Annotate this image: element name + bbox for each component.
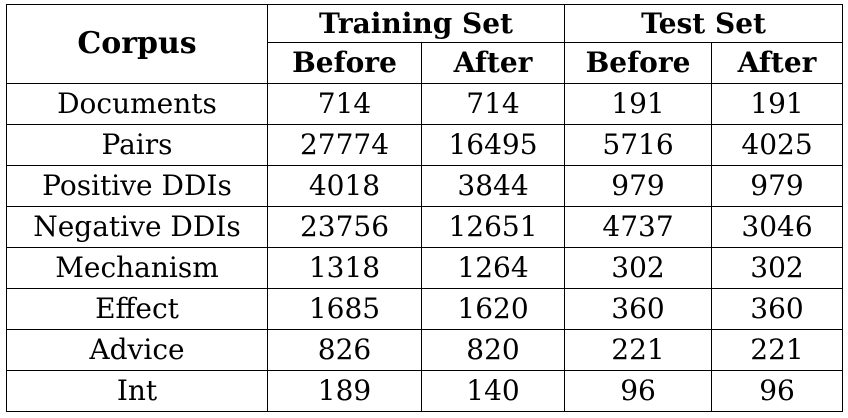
table-row: Int 189 140 96 96 [6, 370, 844, 412]
table-row: Advice 826 820 221 221 [6, 329, 844, 371]
cell-training-after: 12651 [420, 206, 566, 248]
cell-test-after: 4025 [711, 124, 844, 166]
cell-training-before: 4018 [267, 165, 422, 207]
table-row: Mechanism 1318 1264 302 302 [6, 247, 844, 289]
row-label-pairs: Pairs [6, 124, 268, 166]
cell-test-before: 4737 [564, 206, 713, 248]
cell-test-before: 5716 [564, 124, 713, 166]
cell-training-before: 1318 [267, 247, 422, 289]
cell-test-after: 360 [711, 288, 844, 330]
cell-test-after: 979 [711, 165, 844, 207]
table-row: Documents 714 714 191 191 [6, 83, 844, 125]
cell-test-after: 96 [711, 370, 844, 412]
cell-test-after: 191 [711, 83, 844, 125]
cell-test-before: 360 [564, 288, 713, 330]
cell-training-after: 16495 [420, 124, 566, 166]
test-after-header: After [711, 42, 844, 84]
cell-test-after: 3046 [711, 206, 844, 248]
cell-training-before: 1685 [267, 288, 422, 330]
cell-test-after: 302 [711, 247, 844, 289]
cell-test-before: 221 [564, 329, 713, 371]
cell-training-before: 714 [267, 83, 422, 125]
table-row: Effect 1685 1620 360 360 [6, 288, 844, 330]
row-label-effect: Effect [6, 288, 268, 330]
header-group-row: Corpus Training Set Test Set [6, 4, 844, 84]
cell-test-before: 302 [564, 247, 713, 289]
cell-training-after: 1264 [420, 247, 566, 289]
cell-training-after: 140 [420, 370, 566, 412]
test-set-header: Test Set [564, 4, 844, 43]
row-label-negative-ddis: Negative DDIs [6, 206, 268, 248]
table-row: Positive DDIs 4018 3844 979 979 [6, 165, 844, 207]
table-body: Documents 714 714 191 191 Pairs 27774 16… [6, 83, 844, 412]
training-before-header: Before [267, 42, 422, 84]
cell-training-after: 820 [420, 329, 566, 371]
row-label-advice: Advice [6, 329, 268, 371]
cell-test-after: 221 [711, 329, 844, 371]
test-before-header: Before [564, 42, 713, 84]
row-label-positive-ddis: Positive DDIs [6, 165, 268, 207]
cell-test-before: 979 [564, 165, 713, 207]
cell-training-before: 27774 [267, 124, 422, 166]
cell-test-before: 191 [564, 83, 713, 125]
row-label-mechanism: Mechanism [6, 247, 268, 289]
cell-training-after: 1620 [420, 288, 566, 330]
cell-training-before: 189 [267, 370, 422, 412]
row-label-documents: Documents [6, 83, 268, 125]
training-set-header: Training Set [266, 4, 566, 43]
cell-training-after: 3844 [420, 165, 566, 207]
ddi-corpus-table: Corpus Training Set Test Set Before Afte… [6, 4, 844, 412]
table-row: Pairs 27774 16495 5716 4025 [6, 124, 844, 166]
training-after-header: After [420, 42, 566, 84]
cell-training-before: 826 [267, 329, 422, 371]
table-row: Negative DDIs 23756 12651 4737 3046 [6, 206, 844, 248]
cell-test-before: 96 [564, 370, 713, 412]
cell-training-after: 714 [420, 83, 566, 125]
corpus-header: Corpus [6, 4, 268, 84]
row-label-int: Int [6, 370, 268, 412]
cell-training-before: 23756 [267, 206, 422, 248]
